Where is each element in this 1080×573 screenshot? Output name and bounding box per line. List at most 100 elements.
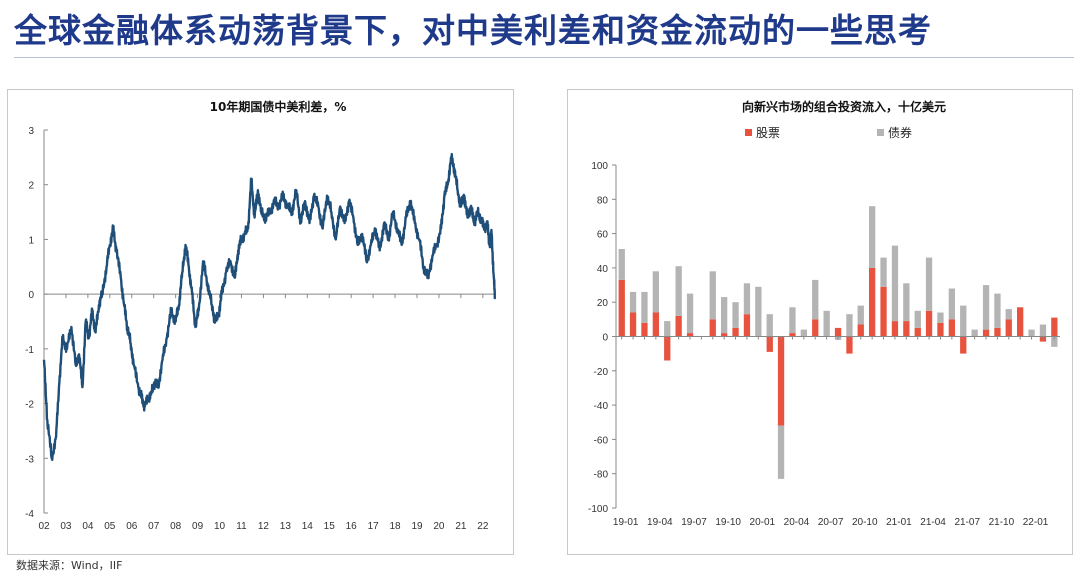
bond-bar bbox=[823, 310, 830, 337]
equity-bar bbox=[686, 333, 694, 337]
y-tick-label: 0 bbox=[602, 333, 608, 344]
equity-bar bbox=[732, 327, 739, 337]
y-tick-label: 2 bbox=[28, 181, 34, 192]
y-tick-label: 80 bbox=[597, 195, 609, 206]
x-tick-label: 16 bbox=[346, 521, 358, 532]
y-tick-label: -20 bbox=[594, 367, 609, 378]
page-title: 全球金融体系动荡背景下，对中美利差和资金流动的一些思考 bbox=[14, 11, 932, 50]
x-tick-label: 21-04 bbox=[920, 517, 946, 528]
bond-bar bbox=[846, 314, 853, 337]
equity-bar bbox=[880, 286, 887, 337]
bond-bar bbox=[641, 291, 648, 323]
bond-bar bbox=[982, 285, 990, 330]
bond-bar bbox=[721, 297, 728, 334]
x-tick-label: 18 bbox=[390, 521, 402, 532]
spread-chart-title: 10年期国债中美利差，% bbox=[210, 99, 347, 114]
y-tick-label: -4 bbox=[25, 509, 34, 520]
bond-bar bbox=[925, 257, 933, 311]
y-tick-label: -60 bbox=[594, 435, 609, 446]
equity-bar bbox=[641, 322, 648, 337]
equity-bar bbox=[766, 336, 773, 352]
x-tick-label: 22 bbox=[477, 521, 489, 532]
equity-bar bbox=[664, 336, 671, 361]
x-tick-label: 21 bbox=[455, 521, 467, 532]
legend-swatch-bond bbox=[877, 129, 884, 136]
legend-swatch-equity bbox=[745, 129, 752, 136]
bond-bar bbox=[766, 314, 773, 337]
x-tick-label: 14 bbox=[302, 521, 314, 532]
y-tick-label: 100 bbox=[591, 161, 608, 172]
x-tick-label: 21-07 bbox=[954, 517, 980, 528]
bond-bar bbox=[903, 283, 910, 321]
legend-label-bond: 债券 bbox=[888, 125, 912, 140]
x-tick-label: 20-10 bbox=[852, 517, 878, 528]
x-tick-label: 20 bbox=[433, 521, 445, 532]
x-tick-label: 13 bbox=[280, 521, 292, 532]
x-tick-label: 15 bbox=[324, 521, 336, 532]
bond-bar bbox=[629, 291, 637, 313]
bond-bar bbox=[664, 321, 671, 337]
x-tick-label: 20-01 bbox=[750, 517, 776, 528]
bond-bar bbox=[652, 271, 659, 313]
bond-bar bbox=[732, 302, 739, 328]
flows-chart: 向新兴市场的组合投资流入，十亿美元 股票 债券 -100 -80 -60 -40 -20… bbox=[588, 99, 1060, 528]
bond-bar bbox=[777, 425, 785, 479]
bond-bar bbox=[994, 293, 1001, 328]
title-divider bbox=[14, 57, 1074, 58]
equity-bar bbox=[857, 324, 864, 337]
bond-bar bbox=[1028, 329, 1035, 337]
y-tick-label: 1 bbox=[28, 235, 34, 246]
equity-bar bbox=[709, 319, 716, 337]
bond-bar bbox=[869, 206, 876, 268]
equity-bar bbox=[925, 310, 933, 337]
equity-bar bbox=[1005, 319, 1012, 337]
y-tick-label: 0 bbox=[28, 290, 34, 301]
bond-bar bbox=[857, 305, 864, 325]
bond-bar bbox=[1039, 324, 1047, 337]
equity-bar bbox=[629, 312, 637, 337]
x-tick-label: 19-07 bbox=[681, 517, 707, 528]
bond-bar bbox=[937, 312, 944, 323]
legend-label-equity: 股票 bbox=[756, 126, 780, 140]
bond-bar bbox=[948, 288, 955, 320]
equity-bar bbox=[789, 333, 796, 337]
flows-chart-title: 向新兴市场的组合投资流入，十亿美元 bbox=[742, 99, 946, 114]
x-tick-label: 20-07 bbox=[818, 517, 844, 528]
equity-bar bbox=[777, 336, 785, 426]
x-tick-label: 12 bbox=[258, 521, 270, 532]
bond-bar bbox=[1051, 336, 1058, 347]
bond-bar bbox=[880, 257, 887, 287]
y-tick-label: 20 bbox=[597, 298, 609, 309]
bond-bar bbox=[709, 271, 716, 320]
y-tick-label: -1 bbox=[25, 345, 34, 356]
x-tick-label: 17 bbox=[368, 521, 380, 532]
x-tick-label: 21-01 bbox=[886, 517, 912, 528]
equity-bar bbox=[618, 279, 625, 337]
y-tick-label: -100 bbox=[588, 504, 608, 515]
x-tick-label: 11 bbox=[236, 521, 247, 532]
equity-bar bbox=[994, 327, 1001, 337]
spread-chart-panel: 10年期国债中美利差，% -4 -3 -2 -1 0 1 2 3 02 03 04 05 06 07 08 0… bbox=[7, 89, 514, 555]
bond-bar bbox=[789, 307, 796, 333]
bond-bar bbox=[971, 329, 978, 337]
x-tick-label: 07 bbox=[148, 521, 160, 532]
y-tick-label: -3 bbox=[25, 454, 34, 465]
x-tick-label: 09 bbox=[192, 521, 204, 532]
equity-bar bbox=[652, 312, 659, 337]
equity-bar bbox=[721, 333, 728, 337]
x-tick-label: 20-04 bbox=[784, 517, 810, 528]
equity-bar bbox=[1017, 307, 1024, 337]
bond-bar bbox=[800, 329, 807, 337]
x-tick-label: 19-04 bbox=[647, 517, 673, 528]
x-tick-label: 22-01 bbox=[1023, 517, 1049, 528]
bond-bar bbox=[755, 286, 762, 337]
equity-bar bbox=[891, 321, 899, 337]
equity-bar bbox=[812, 319, 819, 337]
equity-bar bbox=[982, 329, 990, 337]
bond-bar bbox=[960, 305, 967, 337]
bond-bar bbox=[891, 245, 899, 322]
equity-bar bbox=[960, 336, 967, 354]
source-note: 数据来源：Wind，IIF bbox=[16, 559, 123, 572]
bond-bar bbox=[914, 310, 921, 328]
